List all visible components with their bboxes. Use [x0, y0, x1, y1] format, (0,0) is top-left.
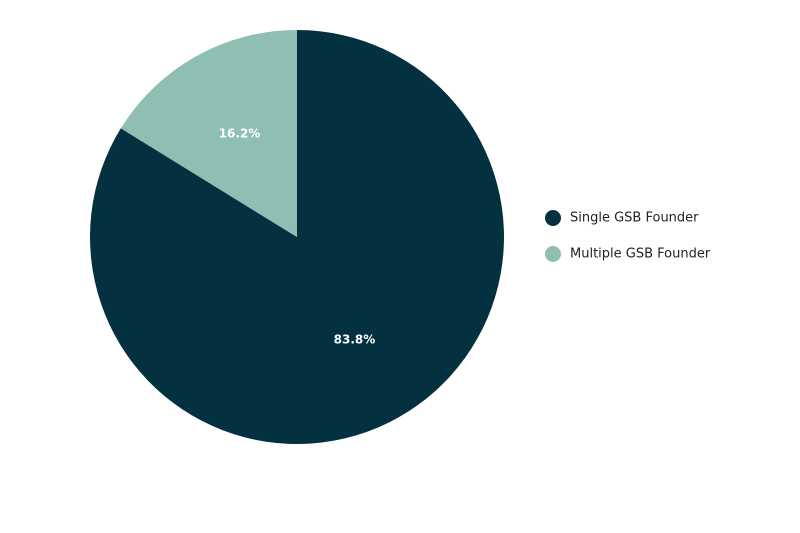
value-label: 16.2% — [219, 126, 261, 140]
pie-slice — [89, 30, 504, 444]
pie-slice — [120, 30, 297, 237]
value-label: 83.8% — [334, 333, 376, 347]
legend-marker — [545, 210, 561, 226]
legend-label: Multiple GSB Founder — [570, 247, 711, 262]
legend-marker — [545, 246, 561, 262]
legend-label: Single GSB Founder — [570, 211, 699, 226]
